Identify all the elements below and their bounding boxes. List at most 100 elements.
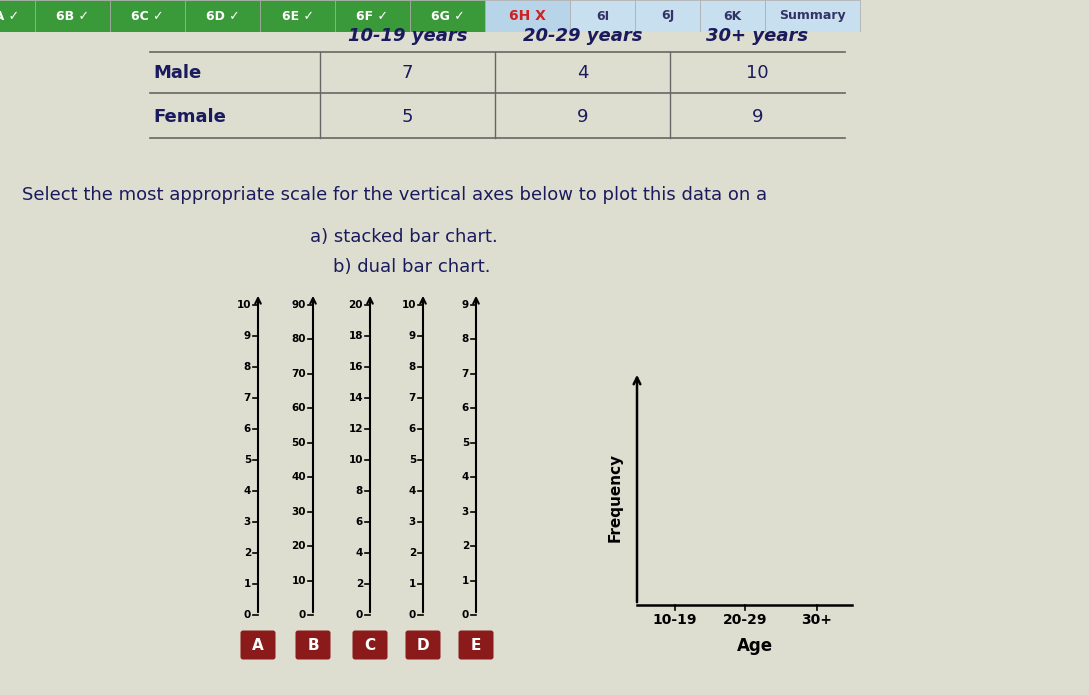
Text: 2: 2 bbox=[462, 541, 469, 551]
Text: Select the most appropriate scale for the vertical axes below to plot this data : Select the most appropriate scale for th… bbox=[22, 186, 767, 204]
Text: 6B ✓: 6B ✓ bbox=[56, 10, 89, 22]
FancyBboxPatch shape bbox=[110, 0, 185, 32]
Text: 40: 40 bbox=[292, 472, 306, 482]
Text: 6: 6 bbox=[244, 424, 250, 434]
Text: 0: 0 bbox=[298, 610, 306, 620]
Text: 4: 4 bbox=[244, 486, 250, 496]
Text: B: B bbox=[307, 637, 319, 653]
Text: 10: 10 bbox=[236, 300, 250, 310]
FancyBboxPatch shape bbox=[35, 0, 110, 32]
Text: b) dual bar chart.: b) dual bar chart. bbox=[310, 258, 490, 276]
Text: 20-29 years: 20-29 years bbox=[523, 27, 643, 45]
Text: 5: 5 bbox=[408, 455, 416, 465]
Text: 10: 10 bbox=[292, 575, 306, 586]
Text: 0: 0 bbox=[244, 610, 250, 620]
FancyBboxPatch shape bbox=[409, 0, 485, 32]
Text: a) stacked bar chart.: a) stacked bar chart. bbox=[310, 228, 498, 246]
FancyBboxPatch shape bbox=[0, 0, 35, 32]
Text: D: D bbox=[417, 637, 429, 653]
Text: 9: 9 bbox=[408, 331, 416, 341]
Text: 5: 5 bbox=[244, 455, 250, 465]
Text: 20-29: 20-29 bbox=[723, 613, 768, 627]
Text: 80: 80 bbox=[292, 334, 306, 345]
Text: 7: 7 bbox=[408, 393, 416, 403]
Text: Male: Male bbox=[152, 63, 201, 81]
Text: 10: 10 bbox=[746, 63, 769, 81]
Text: 6: 6 bbox=[356, 517, 363, 527]
Text: 6F ✓: 6F ✓ bbox=[356, 10, 389, 22]
Text: 20: 20 bbox=[292, 541, 306, 551]
Text: 60: 60 bbox=[292, 403, 306, 414]
Text: 6C ✓: 6C ✓ bbox=[131, 10, 163, 22]
Text: 14: 14 bbox=[348, 393, 363, 403]
Text: 0: 0 bbox=[356, 610, 363, 620]
Text: E: E bbox=[470, 637, 481, 653]
Text: 8: 8 bbox=[244, 362, 250, 372]
FancyBboxPatch shape bbox=[335, 0, 409, 32]
Text: 4: 4 bbox=[356, 548, 363, 558]
Text: 7: 7 bbox=[402, 63, 413, 81]
FancyBboxPatch shape bbox=[260, 0, 335, 32]
Text: 2: 2 bbox=[408, 548, 416, 558]
Text: 6H X: 6H X bbox=[509, 9, 546, 23]
Text: 5: 5 bbox=[402, 108, 413, 126]
Text: 4: 4 bbox=[462, 472, 469, 482]
Text: 7: 7 bbox=[244, 393, 250, 403]
Text: 8: 8 bbox=[356, 486, 363, 496]
Text: 16: 16 bbox=[348, 362, 363, 372]
Text: 18: 18 bbox=[348, 331, 363, 341]
Text: 30+ years: 30+ years bbox=[707, 27, 808, 45]
Text: 9: 9 bbox=[244, 331, 250, 341]
Text: 5: 5 bbox=[462, 438, 469, 448]
Text: 9: 9 bbox=[751, 108, 763, 126]
Text: 0: 0 bbox=[408, 610, 416, 620]
FancyBboxPatch shape bbox=[295, 630, 330, 660]
Text: 50: 50 bbox=[292, 438, 306, 448]
Text: 70: 70 bbox=[292, 369, 306, 379]
Text: Female: Female bbox=[152, 108, 225, 126]
Text: 30: 30 bbox=[292, 507, 306, 516]
Text: 10: 10 bbox=[348, 455, 363, 465]
Text: 0: 0 bbox=[462, 610, 469, 620]
Text: 30+: 30+ bbox=[802, 613, 832, 627]
Text: 10: 10 bbox=[402, 300, 416, 310]
Text: 9: 9 bbox=[462, 300, 469, 310]
FancyBboxPatch shape bbox=[185, 0, 260, 32]
Text: 6J: 6J bbox=[661, 10, 674, 22]
Text: 10-19 years: 10-19 years bbox=[347, 27, 467, 45]
Text: 20: 20 bbox=[348, 300, 363, 310]
Text: 8: 8 bbox=[462, 334, 469, 345]
Text: 3: 3 bbox=[462, 507, 469, 516]
Text: 6: 6 bbox=[462, 403, 469, 414]
FancyBboxPatch shape bbox=[700, 0, 764, 32]
Text: Age: Age bbox=[736, 637, 772, 655]
Text: Summary: Summary bbox=[780, 10, 846, 22]
Text: 2: 2 bbox=[244, 548, 250, 558]
Text: 4: 4 bbox=[577, 63, 588, 81]
FancyBboxPatch shape bbox=[353, 630, 388, 660]
Text: 6G ✓: 6G ✓ bbox=[430, 10, 464, 22]
FancyBboxPatch shape bbox=[0, 32, 1089, 695]
Text: 6I: 6I bbox=[596, 10, 609, 22]
FancyBboxPatch shape bbox=[570, 0, 635, 32]
FancyBboxPatch shape bbox=[241, 630, 276, 660]
Text: 6K: 6K bbox=[723, 10, 742, 22]
Text: A: A bbox=[253, 637, 264, 653]
Text: 9: 9 bbox=[577, 108, 588, 126]
Text: 1: 1 bbox=[462, 575, 469, 586]
FancyBboxPatch shape bbox=[764, 0, 860, 32]
Text: 10-19: 10-19 bbox=[652, 613, 697, 627]
Text: 3: 3 bbox=[408, 517, 416, 527]
FancyBboxPatch shape bbox=[635, 0, 700, 32]
Text: Frequency: Frequency bbox=[608, 453, 623, 542]
Text: C: C bbox=[365, 637, 376, 653]
Text: 6: 6 bbox=[408, 424, 416, 434]
FancyBboxPatch shape bbox=[485, 0, 570, 32]
Text: 8: 8 bbox=[408, 362, 416, 372]
Text: 7: 7 bbox=[462, 369, 469, 379]
Text: 6E ✓: 6E ✓ bbox=[281, 10, 314, 22]
Text: 4: 4 bbox=[408, 486, 416, 496]
Text: 6D ✓: 6D ✓ bbox=[206, 10, 240, 22]
FancyBboxPatch shape bbox=[458, 630, 493, 660]
Text: 2: 2 bbox=[356, 579, 363, 589]
